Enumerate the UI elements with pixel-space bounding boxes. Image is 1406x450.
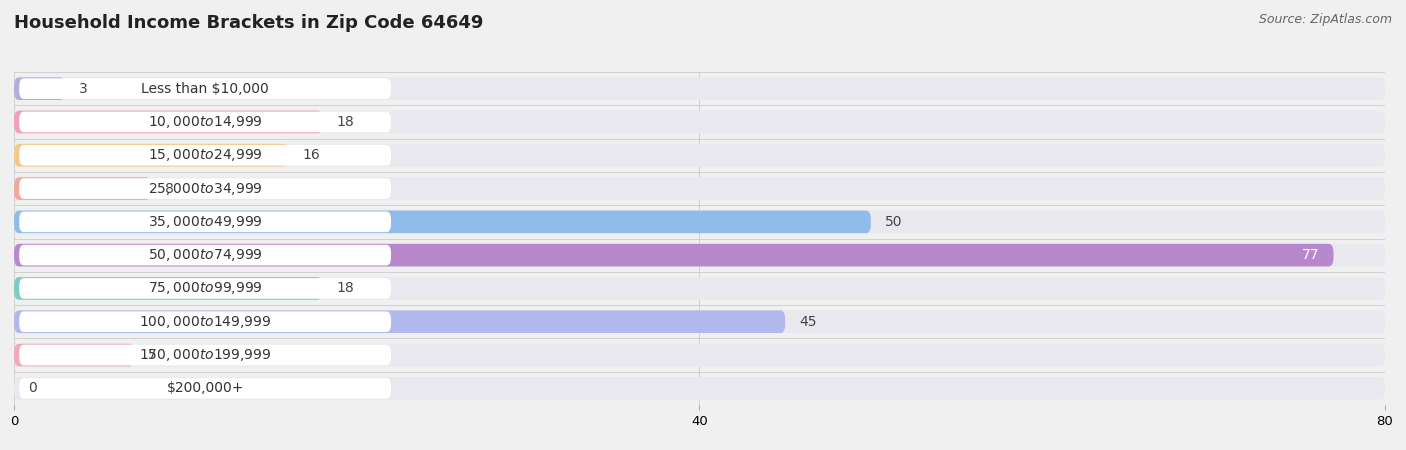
Text: $10,000 to $14,999: $10,000 to $14,999 [148, 114, 263, 130]
FancyBboxPatch shape [14, 111, 1385, 133]
Text: 45: 45 [799, 315, 817, 329]
Text: Less than $10,000: Less than $10,000 [141, 81, 269, 96]
FancyBboxPatch shape [20, 178, 391, 199]
Text: 16: 16 [302, 148, 319, 162]
FancyBboxPatch shape [14, 211, 870, 233]
Text: $75,000 to $99,999: $75,000 to $99,999 [148, 280, 263, 297]
Text: 18: 18 [336, 115, 354, 129]
Text: $100,000 to $149,999: $100,000 to $149,999 [139, 314, 271, 330]
Text: 7: 7 [148, 348, 156, 362]
FancyBboxPatch shape [14, 377, 1385, 400]
FancyBboxPatch shape [14, 244, 1333, 266]
FancyBboxPatch shape [14, 344, 1385, 366]
FancyBboxPatch shape [14, 77, 1385, 100]
Text: 3: 3 [79, 81, 89, 96]
FancyBboxPatch shape [14, 277, 322, 300]
Text: 18: 18 [336, 281, 354, 296]
Text: 8: 8 [165, 181, 174, 196]
FancyBboxPatch shape [14, 211, 1385, 233]
FancyBboxPatch shape [14, 144, 1385, 166]
Text: $50,000 to $74,999: $50,000 to $74,999 [148, 247, 263, 263]
Text: 50: 50 [884, 215, 903, 229]
Text: Household Income Brackets in Zip Code 64649: Household Income Brackets in Zip Code 64… [14, 14, 484, 32]
FancyBboxPatch shape [20, 378, 391, 399]
FancyBboxPatch shape [14, 310, 785, 333]
FancyBboxPatch shape [20, 112, 391, 132]
FancyBboxPatch shape [20, 145, 391, 166]
FancyBboxPatch shape [14, 277, 1385, 300]
FancyBboxPatch shape [14, 344, 134, 366]
Text: $35,000 to $49,999: $35,000 to $49,999 [148, 214, 263, 230]
FancyBboxPatch shape [14, 177, 1385, 200]
Text: $200,000+: $200,000+ [166, 381, 243, 396]
FancyBboxPatch shape [14, 77, 66, 100]
FancyBboxPatch shape [20, 78, 391, 99]
FancyBboxPatch shape [20, 212, 391, 232]
Text: $15,000 to $24,999: $15,000 to $24,999 [148, 147, 263, 163]
FancyBboxPatch shape [20, 311, 391, 332]
FancyBboxPatch shape [20, 278, 391, 299]
Text: 77: 77 [1302, 248, 1320, 262]
Text: 0: 0 [28, 381, 37, 396]
FancyBboxPatch shape [14, 310, 1385, 333]
FancyBboxPatch shape [14, 144, 288, 166]
Text: $150,000 to $199,999: $150,000 to $199,999 [139, 347, 271, 363]
FancyBboxPatch shape [20, 245, 391, 266]
FancyBboxPatch shape [14, 177, 152, 200]
Text: Source: ZipAtlas.com: Source: ZipAtlas.com [1258, 14, 1392, 27]
FancyBboxPatch shape [14, 111, 322, 133]
Text: $25,000 to $34,999: $25,000 to $34,999 [148, 180, 263, 197]
FancyBboxPatch shape [20, 345, 391, 365]
FancyBboxPatch shape [14, 244, 1385, 266]
